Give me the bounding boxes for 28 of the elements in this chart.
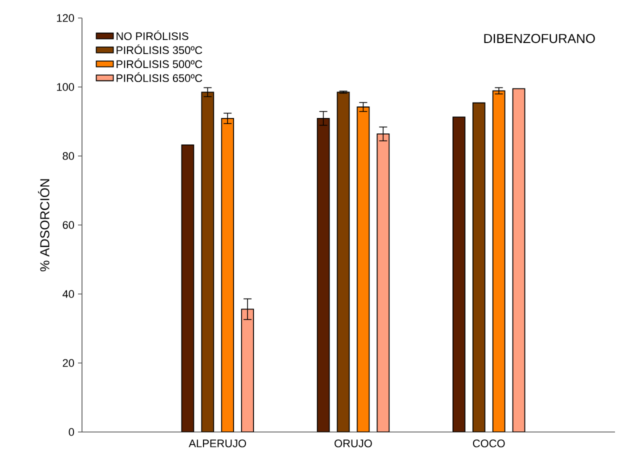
- legend-label: PIRÓLISIS 650ºC: [116, 72, 202, 82]
- y-tick-label: 100: [57, 83, 74, 91]
- bar: [452, 116, 466, 432]
- y-tick-label: 20: [62, 359, 74, 367]
- y-tick-label: 40: [62, 290, 74, 298]
- x-tick-label: ALPERUJO: [188, 440, 246, 448]
- x-tick-label: COCO: [472, 440, 505, 448]
- legend-label: PIRÓLISIS 500ºC: [116, 58, 202, 68]
- bar: [492, 90, 506, 432]
- bar: [221, 118, 234, 432]
- y-tick-label: 0: [68, 428, 74, 436]
- x-tick-label: ORUJO: [334, 440, 372, 448]
- y-tick-label: 120: [57, 14, 74, 22]
- y-tick-label: 60: [62, 221, 74, 229]
- bar: [241, 308, 254, 432]
- bar: [356, 106, 370, 432]
- legend-label: NO PIRÓLISIS: [116, 30, 188, 40]
- bar: [336, 92, 350, 432]
- bar: [316, 118, 330, 432]
- legend-label: PIRÓLISIS 350ºC: [116, 44, 202, 54]
- bar: [512, 88, 526, 432]
- y-axis-title: % ADSORCIÓN: [38, 179, 50, 272]
- y-tick-label: 80: [62, 152, 74, 160]
- bar: [472, 102, 486, 432]
- bar: [376, 133, 390, 432]
- annotation: DIBENZOFURANO: [484, 34, 595, 44]
- bar: [201, 92, 214, 432]
- bar: [181, 144, 194, 432]
